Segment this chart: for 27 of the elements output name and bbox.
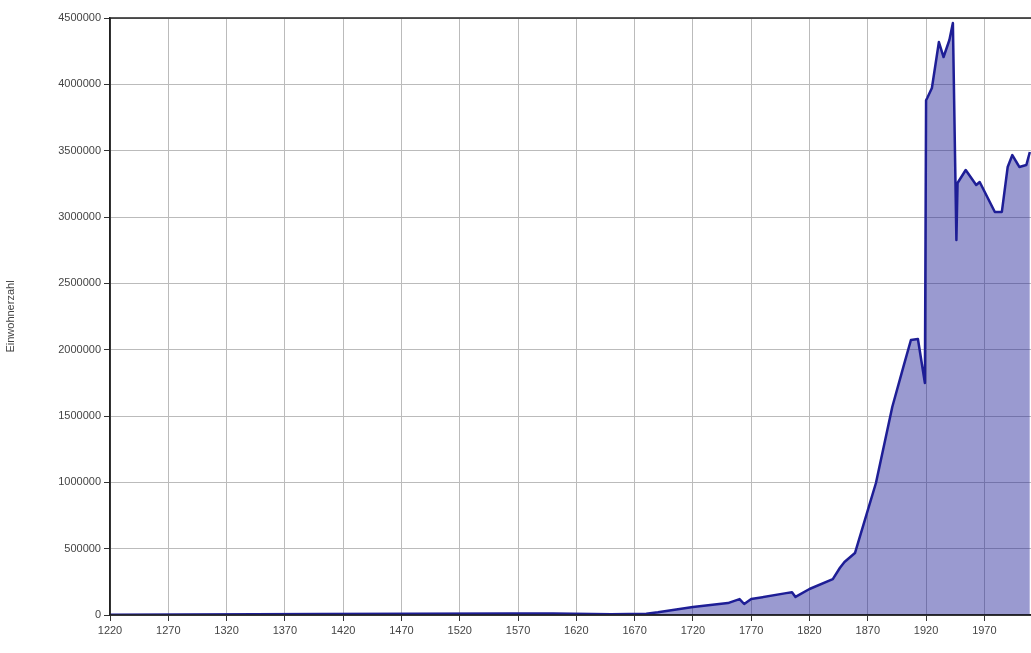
x-tick-label: 1970	[972, 623, 997, 636]
x-tick-label: 1320	[214, 623, 239, 636]
y-tick-label: 500000	[64, 541, 101, 554]
x-tick-label: 1570	[505, 623, 531, 636]
y-tick-label: 4500000	[58, 11, 101, 24]
x-tick-label: 1920	[913, 623, 939, 636]
x-tick-label: 1420	[330, 623, 356, 636]
y-axis-title: Einwohnerzahl	[3, 280, 16, 353]
x-tick-label: 1520	[447, 623, 472, 636]
y-tick-label: 1000000	[58, 475, 101, 488]
x-tick-label: 1370	[272, 623, 298, 636]
x-tick-label: 1220	[97, 623, 123, 636]
y-tick-label: 2500000	[58, 276, 101, 289]
x-tick-label: 1820	[797, 623, 822, 636]
x-tick-label: 1470	[389, 623, 414, 636]
x-tick-label: 1770	[738, 623, 764, 636]
x-tick-label: 1720	[680, 623, 706, 636]
y-tick-label: 1500000	[58, 409, 101, 422]
x-tick-label: 1870	[855, 623, 881, 636]
x-tick-label: 1670	[622, 623, 647, 636]
y-tick-label: 3500000	[58, 143, 101, 156]
y-tick-label: 4000000	[58, 77, 101, 90]
y-tick-label: 0	[94, 608, 101, 621]
y-tick-label: 2000000	[58, 342, 101, 355]
x-tick-label: 1270	[156, 623, 181, 636]
y-tick-label: 3000000	[58, 210, 101, 223]
x-tick-label: 1620	[564, 623, 589, 636]
